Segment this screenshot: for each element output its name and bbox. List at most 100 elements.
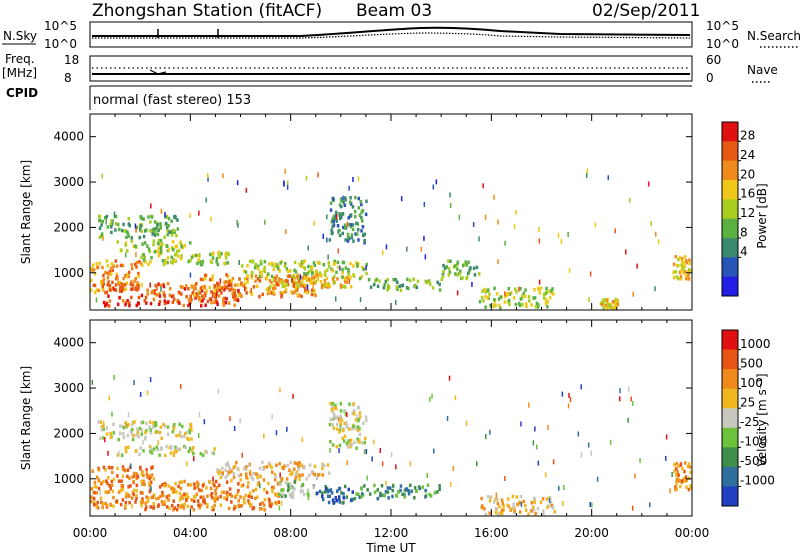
power-cell bbox=[130, 280, 133, 284]
velocity-speck bbox=[609, 439, 612, 445]
power-cell bbox=[677, 257, 680, 262]
power-cell bbox=[102, 300, 106, 305]
velocity-cell bbox=[497, 512, 500, 517]
velocity-speck bbox=[338, 416, 340, 422]
power-cell bbox=[277, 283, 280, 287]
velocity-cell bbox=[684, 461, 687, 465]
velocity-cell bbox=[260, 507, 263, 511]
power-cell bbox=[143, 256, 147, 260]
velocity-cell bbox=[312, 485, 315, 490]
power-cell bbox=[409, 278, 412, 283]
velocity-cell bbox=[549, 496, 552, 500]
power-cell bbox=[110, 262, 114, 266]
velocity-cell bbox=[263, 498, 267, 502]
velocity-cell bbox=[120, 453, 124, 457]
velocity-cell bbox=[343, 484, 347, 489]
power-cell bbox=[124, 274, 127, 278]
power-cell bbox=[100, 279, 103, 284]
power-cell bbox=[91, 268, 94, 273]
velocity-cell bbox=[222, 490, 226, 495]
velocity-cell bbox=[688, 465, 692, 469]
power-cell bbox=[265, 276, 269, 281]
power-cell bbox=[303, 283, 307, 287]
power-cell bbox=[268, 279, 272, 283]
velocity-cell bbox=[354, 427, 358, 431]
power-cell bbox=[281, 284, 285, 288]
velocity-cell bbox=[413, 486, 417, 490]
power-speck bbox=[284, 168, 286, 174]
velocity-speck bbox=[639, 458, 641, 464]
power-colorbar-segment bbox=[722, 180, 738, 200]
power-cell bbox=[268, 262, 271, 266]
velocity-cell bbox=[340, 491, 343, 495]
power-cell bbox=[159, 243, 162, 247]
power-cell bbox=[367, 278, 371, 282]
velocity-cell bbox=[329, 417, 332, 422]
velocity-cell bbox=[237, 499, 240, 503]
velocity-cell bbox=[99, 496, 103, 500]
power-cell bbox=[325, 283, 328, 287]
power-cell bbox=[249, 290, 252, 294]
velocity-cell bbox=[317, 473, 320, 477]
velocity-cell bbox=[150, 447, 153, 452]
power-speck bbox=[594, 222, 597, 228]
power-cell bbox=[360, 229, 363, 233]
power-cell bbox=[224, 253, 227, 257]
power-cell bbox=[335, 219, 339, 223]
power-cell bbox=[688, 261, 691, 266]
velocity-cell bbox=[339, 414, 342, 419]
velocity-cell bbox=[150, 473, 154, 477]
velocity-cell bbox=[192, 508, 196, 512]
velocity-cell bbox=[172, 453, 175, 457]
power-cell bbox=[108, 269, 112, 274]
power-cell bbox=[108, 288, 112, 292]
velocity-cell bbox=[109, 435, 113, 440]
velocity-cell bbox=[683, 479, 687, 483]
velocity-speck bbox=[426, 473, 428, 478]
power-cell bbox=[415, 285, 418, 290]
velocity-cell bbox=[343, 439, 346, 443]
velocity-cell bbox=[134, 449, 138, 453]
velocity-colorbar-label: -100 bbox=[740, 435, 767, 449]
power-cell bbox=[183, 243, 186, 248]
velocity-cell bbox=[199, 452, 203, 456]
power-cell bbox=[166, 229, 169, 233]
power-cell bbox=[260, 270, 263, 275]
station-title: Zhongshan Station (fitACF) bbox=[92, 1, 322, 21]
power-cell bbox=[140, 216, 144, 221]
velocity-cell bbox=[527, 512, 530, 516]
power-cell bbox=[340, 204, 343, 209]
power-cell bbox=[139, 224, 143, 228]
velocity-cell bbox=[261, 460, 264, 465]
velocity-cell bbox=[488, 511, 491, 515]
velocity-cell bbox=[384, 490, 388, 494]
power-speck bbox=[335, 214, 338, 220]
power-cell bbox=[296, 293, 299, 297]
power-cell bbox=[228, 288, 231, 292]
power-cell bbox=[236, 283, 240, 287]
velocity-cell bbox=[167, 494, 171, 498]
velocity-cell bbox=[530, 509, 533, 513]
power-speck bbox=[244, 286, 246, 292]
power-speck bbox=[538, 238, 541, 244]
power-ytick-label: 3000 bbox=[53, 175, 84, 189]
velocity-speck bbox=[649, 502, 651, 508]
power-cell bbox=[217, 250, 221, 254]
velocity-cell bbox=[353, 440, 356, 445]
velocity-cell bbox=[161, 490, 164, 495]
power-cell bbox=[292, 284, 296, 288]
velocity-cell bbox=[262, 467, 265, 471]
velocity-speck bbox=[409, 461, 411, 467]
velocity-cell bbox=[256, 475, 259, 479]
velocity-speck bbox=[139, 392, 142, 397]
velocity-cell bbox=[289, 460, 292, 465]
power-cell bbox=[454, 272, 457, 276]
power-cell bbox=[361, 208, 365, 213]
power-cell bbox=[354, 195, 357, 200]
power-speck bbox=[236, 180, 239, 186]
velocity-cell bbox=[183, 492, 186, 496]
velocity-speck bbox=[563, 485, 565, 490]
velocity-speck bbox=[548, 498, 551, 504]
